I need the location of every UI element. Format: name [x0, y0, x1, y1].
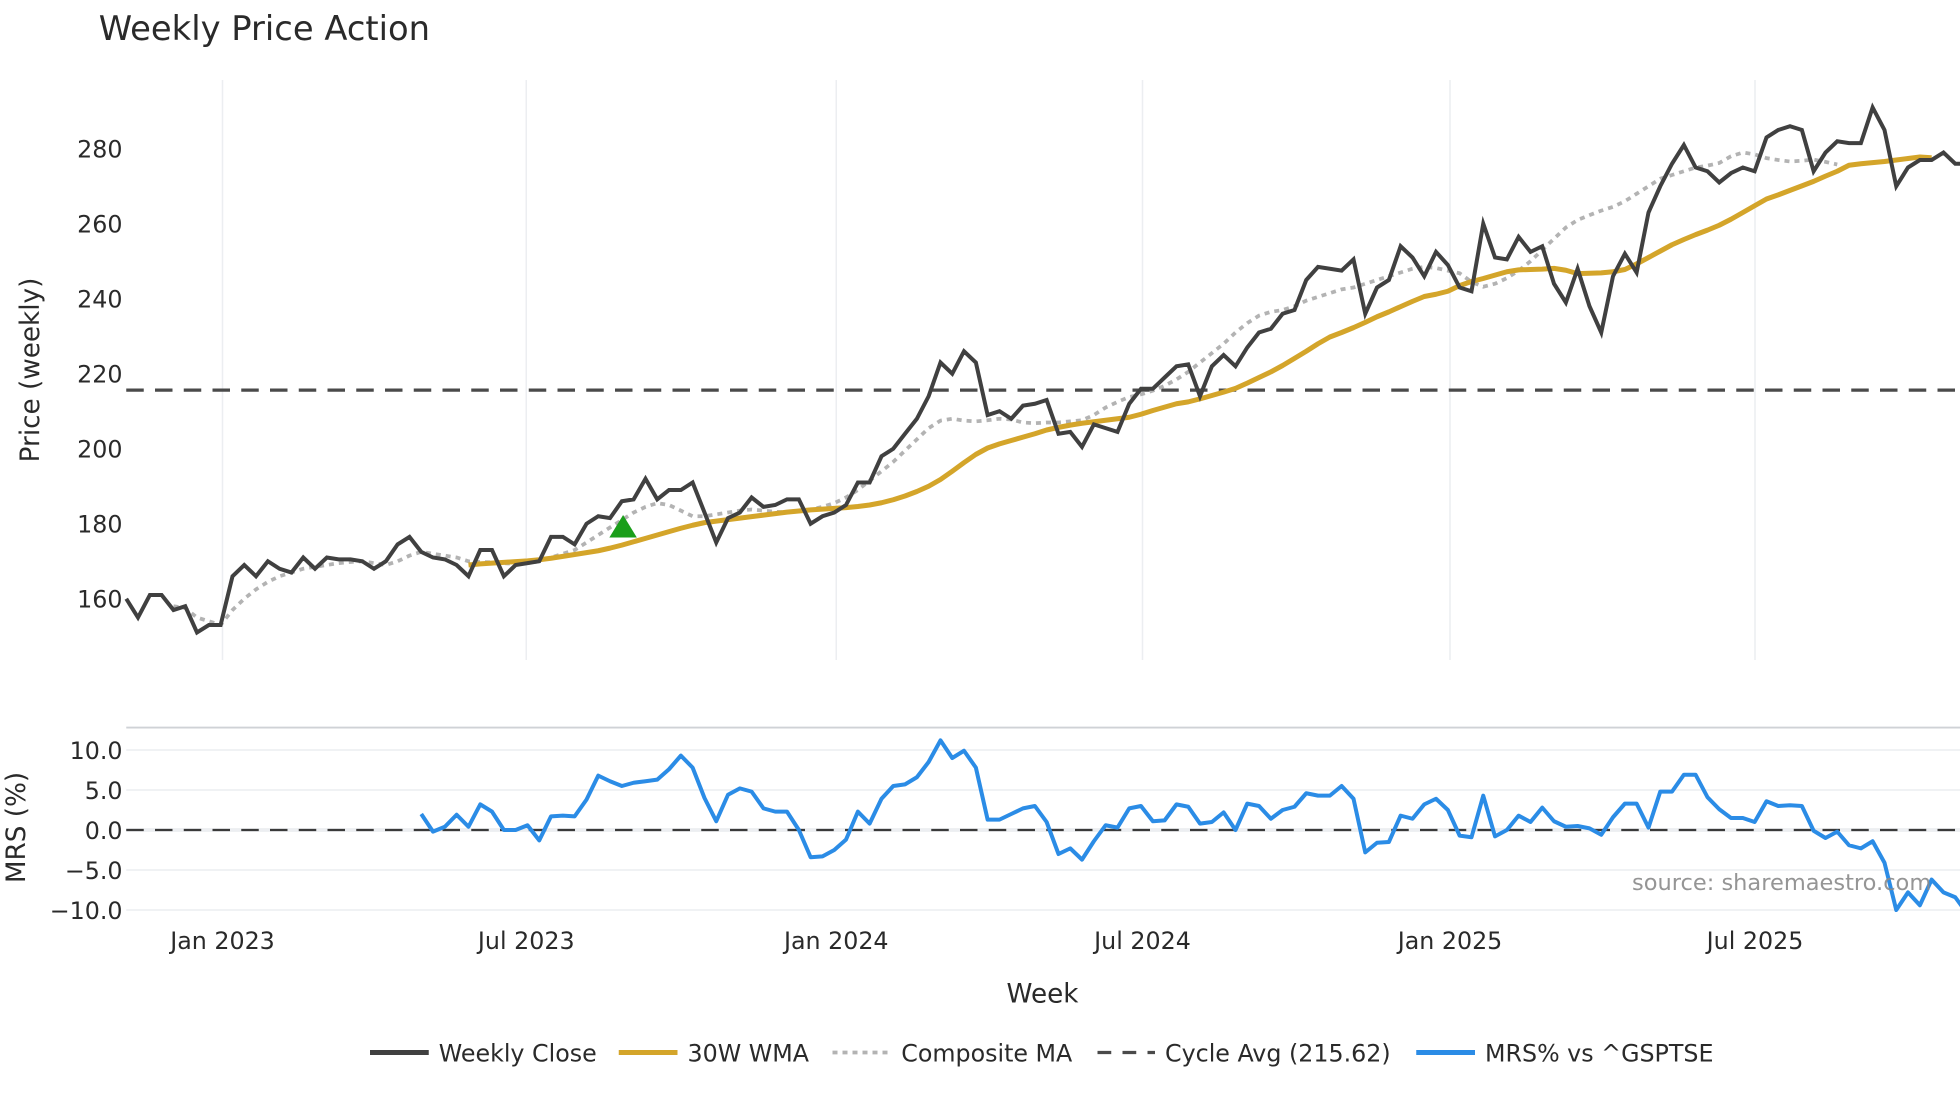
mrs-y-axis-ticks: 10.0 5.0 0.0 −5.0 −10.0 [50, 737, 123, 925]
mrs-y-tick-label: 5.0 [85, 777, 123, 805]
chart-title: Weekly Price Action [99, 9, 430, 48]
mrs-y-tick-label: 10.0 [70, 737, 123, 765]
x-axis-label: Week [1007, 980, 1080, 1010]
mrs-line [419, 738, 1960, 913]
chart-legend: Weekly Close 30W WMA Composite MA Cycle Avg… [370, 1039, 1713, 1067]
price-y-tick-label: 220 [77, 361, 122, 389]
legend-item-wma: 30W WMA [618, 1039, 810, 1067]
price-y-tick-label: 260 [77, 211, 122, 239]
price-y-tick-label: 180 [77, 511, 122, 539]
x-tick-label: Jul 2025 [1705, 927, 1804, 955]
x-axis-ticks: Jan 2023 Jul 2023 Jan 2024 Jul 2024 Jan 2025… [168, 927, 1803, 955]
legend-label: MRS% vs ^GSPTSE [1485, 1039, 1713, 1067]
legend-label: Composite MA [901, 1039, 1073, 1067]
x-tick-label: Jul 2023 [476, 927, 575, 955]
mrs-y-tick-label: −10.0 [50, 897, 123, 925]
mrs-y-tick-label: 0.0 [85, 817, 123, 845]
price-y-tick-label: 280 [77, 136, 122, 164]
x-tick-label: Jan 2025 [1396, 927, 1503, 955]
price-y-tick-label: 240 [77, 286, 122, 314]
legend-item-close: Weekly Close [370, 1039, 597, 1067]
legend-item-mrs: MRS% vs ^GSPTSE [1416, 1039, 1713, 1067]
mrs-y-tick-label: −5.0 [65, 857, 123, 885]
mrs-y-axis-label: MRS (%) [2, 772, 32, 883]
x-tick-label: Jul 2024 [1092, 927, 1191, 955]
wma-30w-line [468, 154, 1932, 568]
source-watermark: source: sharemaestro.com [1632, 870, 1931, 896]
legend-label: Cycle Avg (215.62) [1165, 1039, 1391, 1067]
price-y-tick-label: 200 [77, 436, 122, 464]
price-y-tick-label: 160 [77, 586, 122, 614]
price-gridlines [221, 80, 1756, 661]
price-y-axis-ticks: 160 180 200 220 240 260 280 [77, 136, 122, 614]
x-tick-label: Jan 2024 [782, 927, 889, 955]
legend-item-cycle: Cycle Avg (215.62) [1097, 1039, 1391, 1067]
x-tick-label: Jan 2023 [168, 927, 275, 955]
legend-label: Weekly Close [439, 1039, 597, 1067]
buy-signal-triangle-icon [609, 515, 637, 538]
legend-item-composite: Composite MA [832, 1039, 1073, 1067]
weekly-close-line [124, 102, 1960, 636]
price-y-axis-label: Price (weekly) [16, 278, 46, 463]
legend-label: 30W WMA [688, 1039, 810, 1067]
